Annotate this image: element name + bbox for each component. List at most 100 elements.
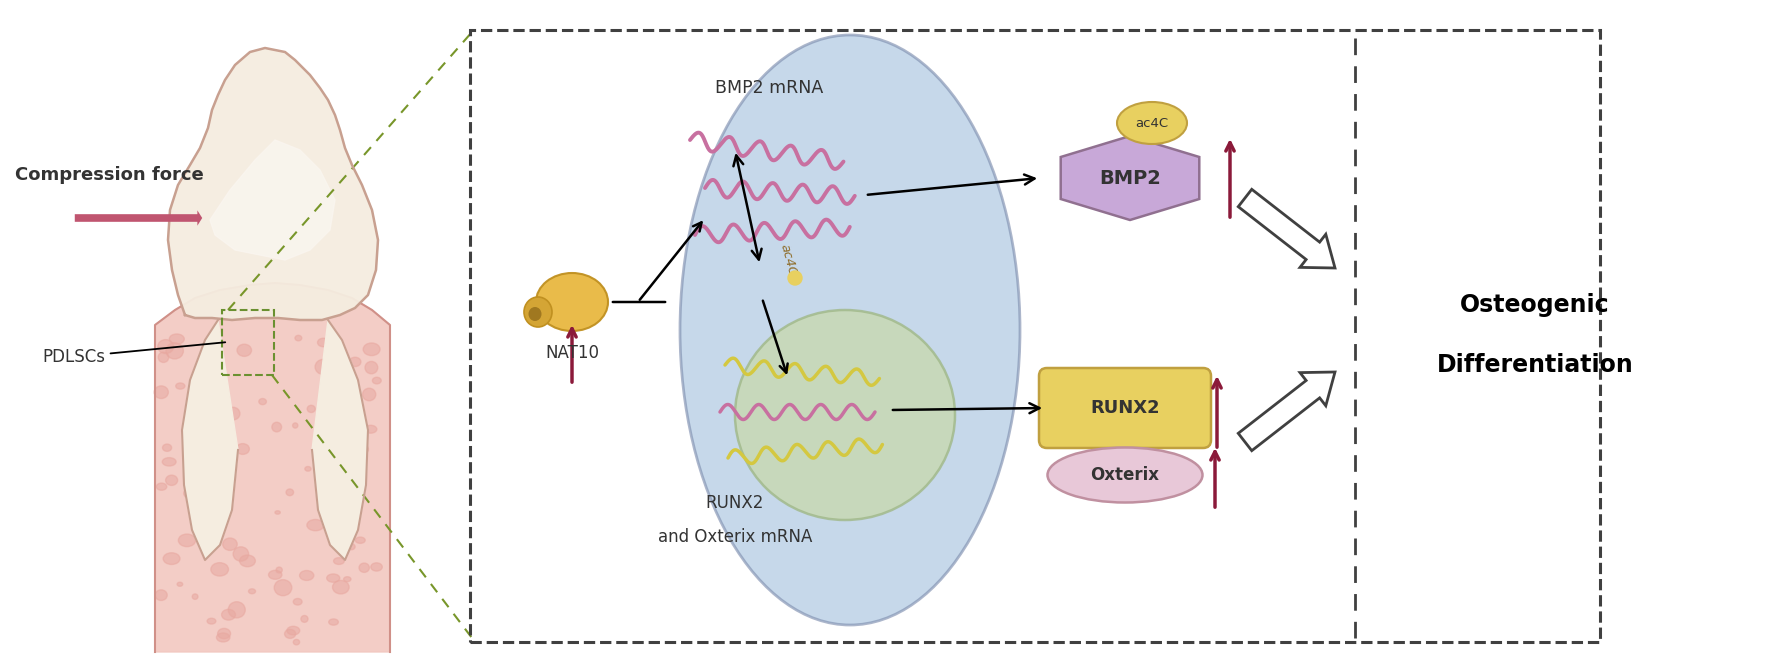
Ellipse shape xyxy=(329,619,338,625)
Ellipse shape xyxy=(158,340,174,354)
Ellipse shape xyxy=(352,444,368,456)
Ellipse shape xyxy=(347,544,356,549)
Ellipse shape xyxy=(156,483,166,490)
Ellipse shape xyxy=(344,577,351,582)
Ellipse shape xyxy=(333,557,344,564)
Ellipse shape xyxy=(356,537,365,543)
Ellipse shape xyxy=(306,519,324,531)
Ellipse shape xyxy=(211,434,227,447)
Ellipse shape xyxy=(287,489,294,496)
Ellipse shape xyxy=(333,437,347,450)
Ellipse shape xyxy=(223,538,237,550)
Ellipse shape xyxy=(177,582,182,586)
Polygon shape xyxy=(156,283,390,652)
Ellipse shape xyxy=(324,465,338,477)
Ellipse shape xyxy=(285,629,296,639)
Text: Oxterix: Oxterix xyxy=(1091,466,1160,484)
Ellipse shape xyxy=(365,361,377,374)
FancyArrow shape xyxy=(1238,190,1335,268)
Ellipse shape xyxy=(356,496,363,502)
Text: NAT10: NAT10 xyxy=(545,344,599,362)
Ellipse shape xyxy=(537,273,607,331)
Ellipse shape xyxy=(163,444,172,452)
Ellipse shape xyxy=(275,511,280,514)
Ellipse shape xyxy=(360,563,370,572)
Ellipse shape xyxy=(301,616,308,622)
Ellipse shape xyxy=(363,388,375,401)
Text: ac4C: ac4C xyxy=(777,243,799,277)
Text: RUNX2: RUNX2 xyxy=(707,494,765,512)
Ellipse shape xyxy=(349,357,361,366)
Ellipse shape xyxy=(342,531,349,536)
FancyArrow shape xyxy=(1238,372,1335,451)
Ellipse shape xyxy=(193,594,198,600)
Ellipse shape xyxy=(228,602,244,618)
Ellipse shape xyxy=(292,423,298,428)
Polygon shape xyxy=(1061,136,1199,220)
Ellipse shape xyxy=(305,466,312,471)
Ellipse shape xyxy=(680,35,1020,625)
Ellipse shape xyxy=(287,626,299,635)
Polygon shape xyxy=(312,320,368,560)
Ellipse shape xyxy=(207,618,216,624)
Ellipse shape xyxy=(221,460,227,464)
Ellipse shape xyxy=(237,344,251,356)
Ellipse shape xyxy=(179,534,195,547)
Ellipse shape xyxy=(175,383,184,389)
Text: Osteogenic: Osteogenic xyxy=(1459,293,1610,317)
Ellipse shape xyxy=(306,405,315,413)
Ellipse shape xyxy=(296,335,301,341)
Ellipse shape xyxy=(363,343,381,356)
Ellipse shape xyxy=(273,422,282,432)
Ellipse shape xyxy=(315,359,331,375)
Ellipse shape xyxy=(1047,448,1203,502)
Ellipse shape xyxy=(216,633,230,642)
Ellipse shape xyxy=(163,458,175,466)
Text: PDLSCs: PDLSCs xyxy=(43,342,225,366)
Ellipse shape xyxy=(184,489,189,494)
Circle shape xyxy=(788,271,802,285)
Text: BMP2: BMP2 xyxy=(1100,168,1162,188)
Ellipse shape xyxy=(1118,102,1187,144)
Ellipse shape xyxy=(372,377,381,384)
Text: RUNX2: RUNX2 xyxy=(1091,399,1160,417)
Ellipse shape xyxy=(336,364,347,370)
Ellipse shape xyxy=(221,609,236,620)
Ellipse shape xyxy=(365,425,377,433)
Ellipse shape xyxy=(269,570,282,580)
Ellipse shape xyxy=(170,334,184,344)
Ellipse shape xyxy=(204,505,220,520)
Ellipse shape xyxy=(317,338,329,347)
Ellipse shape xyxy=(524,297,553,327)
Text: and Oxterix mRNA: and Oxterix mRNA xyxy=(657,528,813,546)
Ellipse shape xyxy=(735,310,955,520)
Ellipse shape xyxy=(259,399,266,405)
FancyBboxPatch shape xyxy=(1040,368,1211,448)
Ellipse shape xyxy=(156,590,166,600)
Polygon shape xyxy=(168,48,377,320)
Ellipse shape xyxy=(276,567,282,573)
Ellipse shape xyxy=(333,580,349,594)
Ellipse shape xyxy=(154,386,168,399)
Ellipse shape xyxy=(275,580,292,596)
Ellipse shape xyxy=(234,547,248,561)
Ellipse shape xyxy=(223,478,234,486)
Ellipse shape xyxy=(349,449,360,455)
Ellipse shape xyxy=(158,352,168,362)
Ellipse shape xyxy=(166,343,184,359)
Ellipse shape xyxy=(220,474,227,480)
Ellipse shape xyxy=(211,563,228,576)
Ellipse shape xyxy=(227,407,239,420)
Ellipse shape xyxy=(528,307,542,321)
Ellipse shape xyxy=(214,436,223,444)
Ellipse shape xyxy=(184,487,202,499)
Ellipse shape xyxy=(326,574,340,582)
Ellipse shape xyxy=(351,409,365,421)
Ellipse shape xyxy=(248,589,255,594)
Polygon shape xyxy=(182,320,237,560)
Ellipse shape xyxy=(358,446,367,452)
Ellipse shape xyxy=(294,598,303,605)
Ellipse shape xyxy=(299,571,313,580)
Text: BMP2 mRNA: BMP2 mRNA xyxy=(715,79,824,97)
Ellipse shape xyxy=(294,639,299,645)
